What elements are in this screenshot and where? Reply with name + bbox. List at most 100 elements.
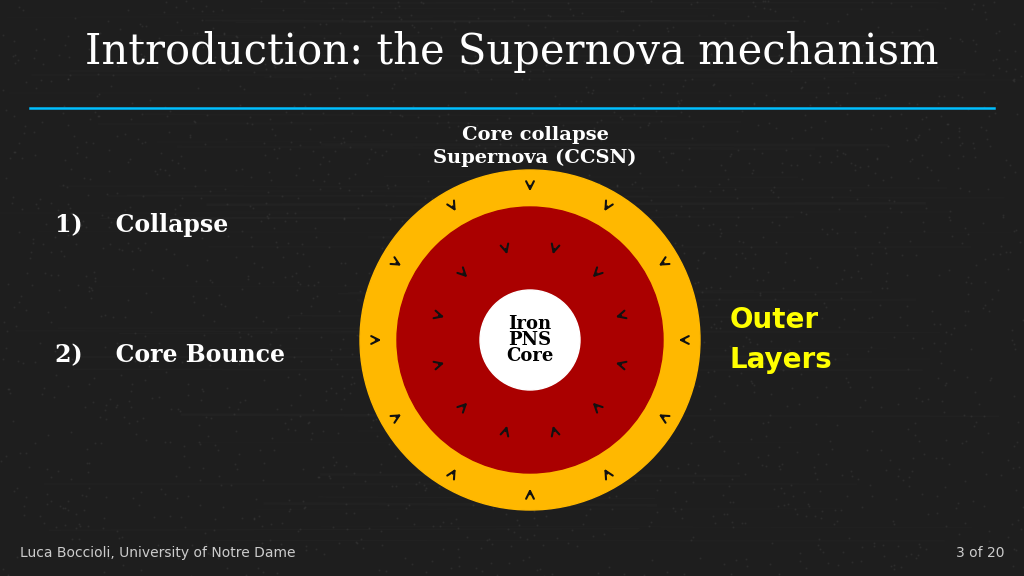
Point bbox=[629, 410, 645, 419]
Point bbox=[263, 327, 280, 336]
Point bbox=[339, 525, 355, 534]
Point bbox=[999, 54, 1016, 63]
Point bbox=[289, 170, 305, 180]
Point bbox=[643, 555, 659, 564]
Point bbox=[460, 119, 476, 128]
Point bbox=[272, 349, 289, 358]
Point bbox=[357, 345, 374, 354]
Point bbox=[291, 323, 307, 332]
Point bbox=[195, 310, 211, 319]
Point bbox=[846, 305, 862, 314]
Point bbox=[97, 414, 114, 423]
Point bbox=[81, 45, 97, 54]
Point bbox=[472, 454, 488, 464]
Point bbox=[469, 120, 485, 130]
Point bbox=[349, 538, 366, 547]
Point bbox=[268, 569, 285, 576]
Point bbox=[358, 90, 375, 100]
Point bbox=[879, 284, 895, 293]
Point bbox=[758, 461, 774, 471]
Point bbox=[716, 510, 732, 519]
Point bbox=[650, 407, 667, 416]
Point bbox=[289, 47, 305, 56]
Point bbox=[439, 109, 456, 119]
Point bbox=[450, 366, 466, 376]
Point bbox=[981, 536, 997, 545]
Point bbox=[735, 238, 752, 247]
Point bbox=[966, 497, 982, 506]
Point bbox=[808, 419, 824, 429]
Point bbox=[607, 492, 624, 501]
Point bbox=[137, 288, 154, 297]
Point bbox=[705, 80, 721, 89]
Point bbox=[798, 563, 814, 573]
Point bbox=[729, 127, 745, 136]
Point bbox=[86, 374, 102, 383]
Point bbox=[771, 50, 787, 59]
Point bbox=[525, 530, 542, 540]
Point bbox=[447, 135, 464, 145]
Point bbox=[432, 521, 449, 530]
Point bbox=[123, 403, 139, 412]
Point bbox=[470, 141, 486, 150]
Point bbox=[721, 342, 737, 351]
Point bbox=[248, 495, 264, 504]
Point bbox=[829, 17, 846, 26]
Point bbox=[228, 426, 245, 435]
Point bbox=[870, 238, 887, 247]
Point bbox=[674, 166, 690, 175]
Point bbox=[323, 346, 339, 355]
Point bbox=[950, 498, 967, 507]
Point bbox=[584, 319, 600, 328]
Point bbox=[393, 112, 410, 121]
Point bbox=[501, 113, 517, 123]
Point bbox=[440, 118, 457, 127]
Point bbox=[92, 412, 109, 422]
Point bbox=[207, 440, 223, 449]
Point bbox=[847, 160, 863, 169]
Point bbox=[668, 506, 684, 516]
Point bbox=[509, 515, 525, 524]
Point bbox=[373, 526, 389, 536]
Point bbox=[843, 158, 859, 168]
Point bbox=[472, 149, 488, 158]
Point bbox=[632, 168, 648, 177]
Point bbox=[854, 40, 870, 50]
Point bbox=[618, 221, 635, 230]
Point bbox=[187, 117, 204, 126]
Point bbox=[60, 505, 77, 514]
Point bbox=[400, 369, 417, 378]
Point bbox=[256, 59, 272, 69]
Point bbox=[466, 493, 482, 502]
Point bbox=[109, 131, 125, 140]
Point bbox=[603, 145, 620, 154]
Point bbox=[981, 526, 997, 536]
Point bbox=[162, 437, 178, 446]
Point bbox=[250, 563, 266, 573]
Point bbox=[907, 135, 924, 144]
Point bbox=[100, 167, 117, 176]
Point bbox=[233, 285, 250, 294]
Point bbox=[213, 300, 229, 309]
Point bbox=[312, 159, 329, 168]
Point bbox=[362, 22, 379, 31]
Point bbox=[1007, 392, 1023, 401]
Point bbox=[933, 396, 949, 406]
Point bbox=[892, 312, 908, 321]
Point bbox=[967, 46, 983, 55]
Point bbox=[631, 284, 647, 293]
Point bbox=[717, 166, 733, 175]
Point bbox=[225, 43, 242, 52]
Point bbox=[429, 50, 445, 59]
Point bbox=[918, 203, 934, 213]
Point bbox=[50, 270, 67, 279]
Point bbox=[159, 111, 175, 120]
Point bbox=[1, 385, 17, 394]
Point bbox=[569, 376, 586, 385]
Point bbox=[15, 129, 32, 138]
Point bbox=[457, 88, 473, 97]
Point bbox=[473, 185, 489, 195]
Point bbox=[490, 266, 507, 275]
Point bbox=[565, 10, 582, 20]
Point bbox=[132, 358, 148, 367]
